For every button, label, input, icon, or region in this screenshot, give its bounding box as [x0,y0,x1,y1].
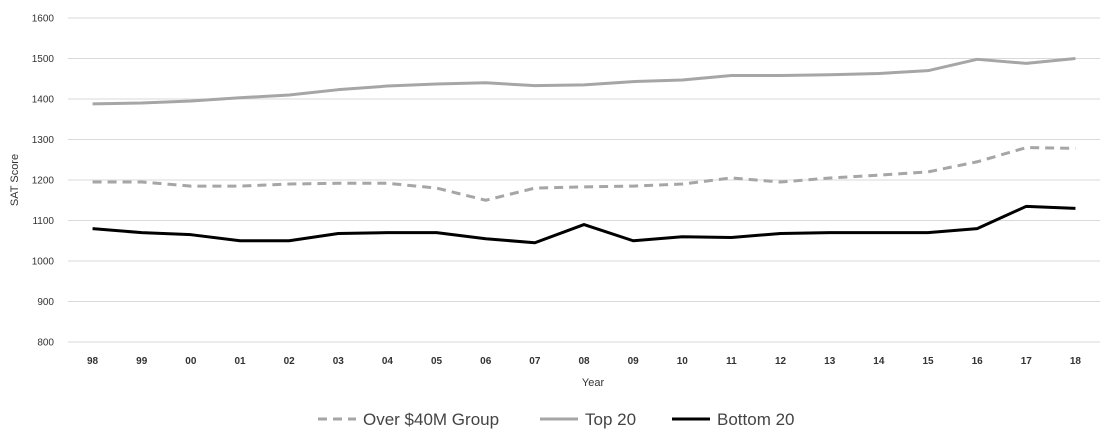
x-tick-label: 18 [1070,356,1082,367]
legend-label: Over $40M Group [363,410,499,429]
y-tick-label: 1200 [32,176,55,187]
x-tick-label: 14 [873,356,885,367]
y-axis-title: SAT Score [9,154,21,206]
x-tick-label: 00 [185,356,197,367]
x-tick-label: 99 [136,356,148,367]
legend: Over $40M Group Top 20 Bottom 20 [318,410,795,429]
y-tick-label: 1500 [32,54,55,65]
x-axis-title: Year [582,377,605,389]
series-line-0 [92,146,1076,202]
x-tick-label: 15 [922,356,934,367]
x-tick-label: 17 [1021,356,1033,367]
y-tick-label: 1000 [32,257,55,268]
y-tick-label: 900 [37,297,54,308]
x-tick-label: 02 [284,356,296,367]
x-tick-label: 06 [480,356,492,367]
y-tick-label: 1400 [32,95,55,106]
x-tick-label: 11 [726,356,737,367]
series-line-1 [92,57,1076,106]
legend-label: Top 20 [585,410,636,429]
y-tick-label: 1600 [32,14,55,25]
x-tick-label: 09 [628,356,640,367]
x-tick-label: 04 [382,356,394,367]
series-line-2 [92,204,1076,245]
y-tick-label: 1100 [32,216,54,227]
series-lines [92,57,1076,245]
x-tick-label: 10 [677,356,689,367]
x-tick-label: 13 [824,356,836,367]
legend-label: Bottom 20 [717,410,795,429]
y-axis-ticks: 800 900 1000 1100 1200 1300 1400 1500 1600 [32,14,55,349]
x-axis-ticks: 98 99 00 01 02 03 04 05 06 07 08 09 10 11 12 13 14 15 16 17… [87,356,1081,367]
x-tick-label: 07 [529,356,541,367]
y-tick-label: 1300 [32,135,55,146]
x-tick-label: 98 [87,356,99,367]
x-tick-label: 05 [431,356,443,367]
x-tick-label: 01 [234,356,246,367]
x-tick-label: 16 [972,356,984,367]
y-tick-label: 800 [37,338,54,349]
x-tick-label: 08 [578,356,590,367]
x-tick-label: 12 [775,356,787,367]
x-tick-label: 03 [333,356,345,367]
